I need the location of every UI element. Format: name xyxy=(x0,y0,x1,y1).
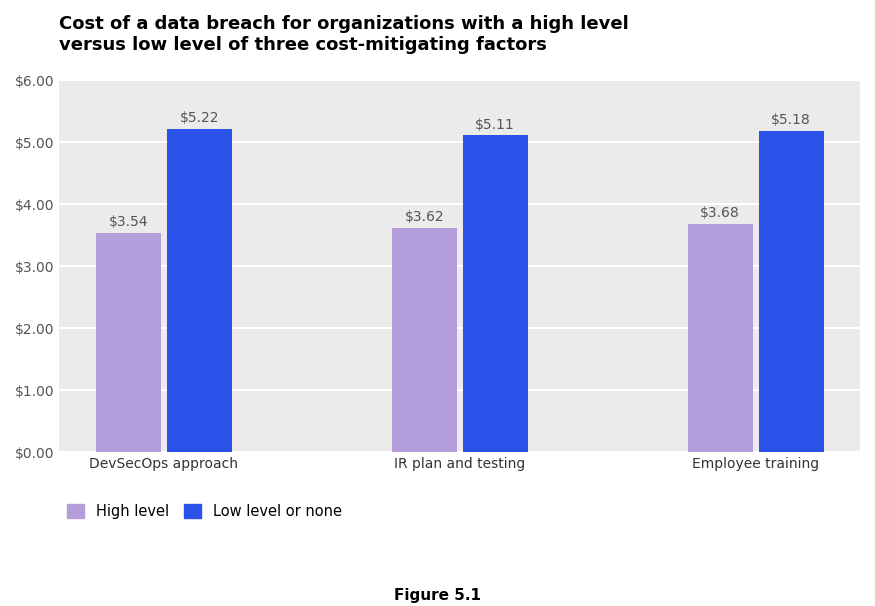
Text: $3.54: $3.54 xyxy=(108,215,148,229)
Text: $3.68: $3.68 xyxy=(700,207,740,221)
Text: Cost of a data breach for organizations with a high level
versus low level of th: Cost of a data breach for organizations … xyxy=(60,15,629,54)
Text: Figure 5.1: Figure 5.1 xyxy=(394,588,481,603)
Text: $5.11: $5.11 xyxy=(475,118,515,132)
Bar xyxy=(392,228,457,452)
Bar xyxy=(96,233,161,452)
Bar xyxy=(463,136,528,452)
Bar xyxy=(167,128,232,452)
Text: $3.62: $3.62 xyxy=(404,210,444,224)
Text: $5.22: $5.22 xyxy=(179,111,219,125)
Bar xyxy=(759,131,823,452)
Legend: High level, Low level or none: High level, Low level or none xyxy=(66,504,342,519)
Bar xyxy=(688,224,752,452)
Text: $5.18: $5.18 xyxy=(771,113,811,127)
